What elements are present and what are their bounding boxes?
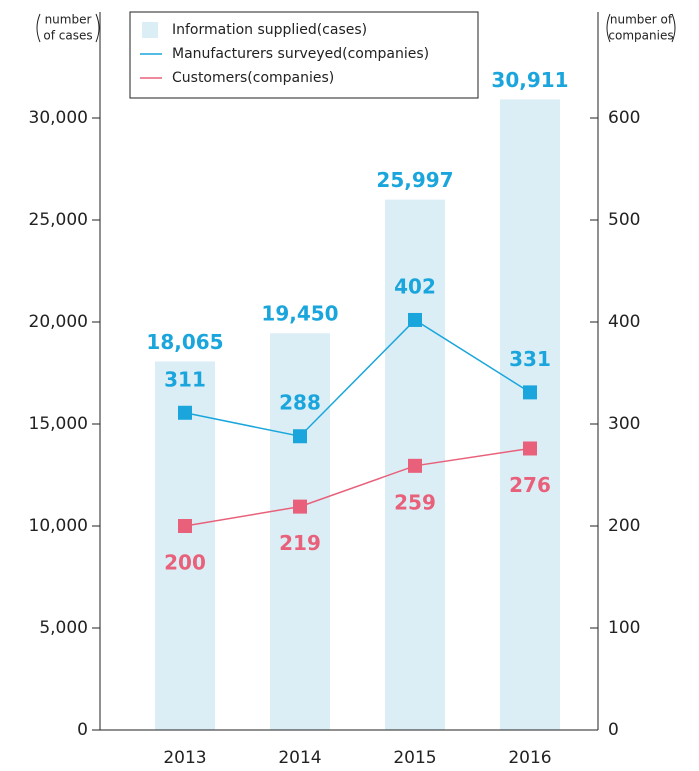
bar [155,361,215,730]
bar-value-label: 25,997 [376,168,453,192]
line-value-label: 259 [394,490,436,514]
legend-box [129,11,479,99]
y2-tick-label: 500 [608,210,640,230]
y-tick-label: 10,000 [29,516,88,536]
bar [500,99,560,731]
y-tick-label: 5,000 [39,618,88,638]
y2-tick-label: 0 [608,720,619,740]
y-axis-title: number [45,13,92,27]
line-value-label: 402 [394,274,436,298]
bar-value-label: 30,911 [491,68,568,92]
legend-swatch [142,22,158,38]
axis-title-brackets [36,13,676,43]
line-value-label: 288 [279,391,321,415]
legend-label: Manufacturers surveyed(companies) [172,46,429,62]
y-tick-label: 15,000 [29,414,88,434]
y-tick-label: 25,000 [29,210,88,230]
legend-label: Information supplied(cases) [172,22,367,38]
line-marker [408,312,422,327]
x-tick-label: 2016 [508,748,551,768]
line-marker [293,499,307,514]
legend-label: Customers(companies) [172,70,334,86]
line-marker [178,405,192,420]
y-tick-label: 20,000 [29,312,88,332]
line-value-label: 219 [279,531,321,555]
line-marker [178,519,192,533]
line-marker [523,385,537,400]
x-tick-label: 2015 [393,748,436,768]
y2-tick-label: 100 [608,618,640,638]
line-marker [293,429,307,444]
y2-tick-label: 300 [608,414,640,434]
x-tick-label: 2014 [278,748,321,768]
line-value-label: 276 [509,473,551,497]
y2-axis-title: number of [610,13,673,27]
x-tick-label: 2013 [163,748,206,768]
y2-tick-label: 600 [608,108,640,128]
y-tick-label: 0 [77,720,88,740]
bar [270,333,330,730]
y-tick-label: 30,000 [29,108,88,128]
line-value-label: 200 [164,551,206,575]
line-marker [523,441,537,456]
line [184,319,531,438]
y2-axis-title: companies [608,29,673,43]
y-axis-title: of cases [43,29,92,43]
line-value-label: 331 [509,347,551,371]
line [184,447,531,527]
y2-tick-label: 200 [608,516,640,536]
y2-tick-label: 400 [608,312,640,332]
bar-value-label: 19,450 [261,302,338,326]
bar-value-label: 18,065 [146,330,223,354]
line-value-label: 311 [164,367,206,391]
line-marker [408,458,422,473]
